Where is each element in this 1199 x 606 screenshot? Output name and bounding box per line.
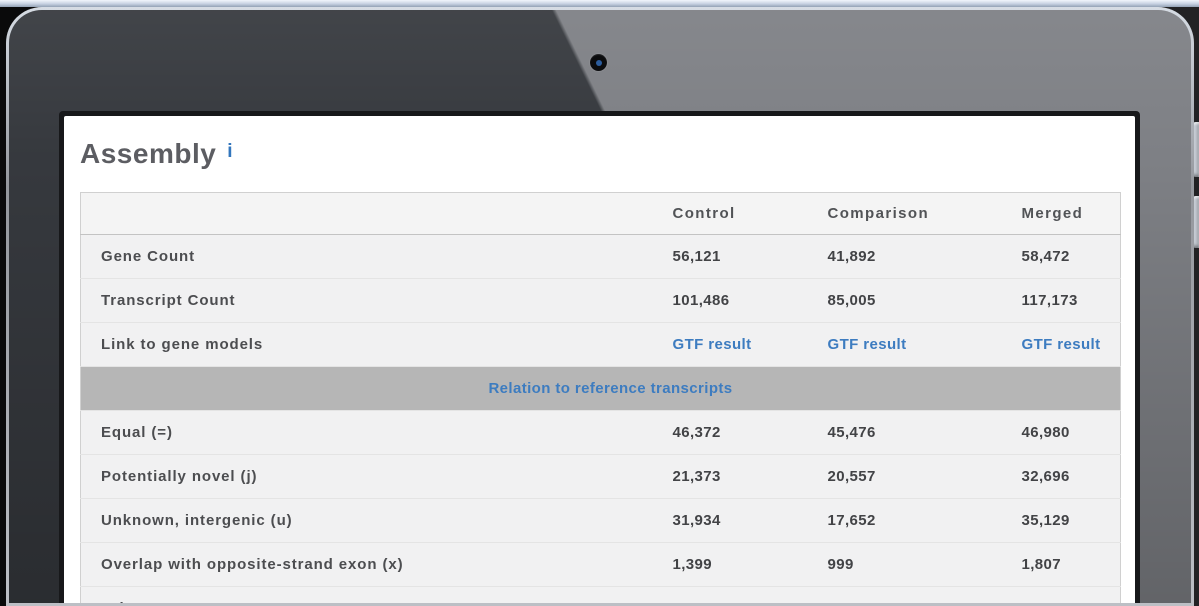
section-row: Relation to reference transcripts	[80, 366, 1121, 411]
cell-merged: GTF result	[1001, 322, 1121, 367]
cell-control: 101,486	[652, 278, 808, 323]
tablet-bezel: Assembly i Control Comparison Merged Gene	[9, 10, 1191, 603]
column-header-control: Control	[652, 192, 808, 235]
tablet-device: Assembly i Control Comparison Merged Gene	[6, 7, 1194, 606]
row-label: Unknown, intergenic (u)	[80, 498, 653, 543]
cell-control: 31,934	[652, 498, 808, 543]
table-row: Link to gene models GTF result GTF result G…	[80, 322, 1121, 367]
assembly-table-body: Gene Count 56,121 41,892 58,472 Transcript C…	[80, 234, 1121, 603]
table-row: Equal (=) 46,372 45,476 46,980	[80, 410, 1121, 455]
page-title-text: Assembly	[80, 138, 217, 169]
cell-control: 1,399	[652, 542, 808, 587]
cell-merged: 1,807	[1001, 542, 1121, 587]
gtf-result-link[interactable]: GTF result	[672, 336, 752, 353]
tablet-screen: Assembly i Control Comparison Merged Gene	[59, 111, 1140, 603]
column-header-comparison: Comparison	[807, 192, 1002, 235]
row-label: Gene Count	[80, 234, 653, 279]
column-header-label	[80, 192, 653, 235]
row-label: Potentially novel (j)	[80, 454, 653, 499]
row-label: Link to gene models	[80, 322, 653, 367]
tablet-side-button-bottom	[1192, 196, 1199, 248]
cell-comparison: 85,005	[807, 278, 1002, 323]
cell-merged: 117,173	[1001, 278, 1121, 323]
cell-control: 56,121	[652, 234, 808, 279]
section-header-cell: Relation to reference transcripts	[80, 366, 1121, 411]
table-row: Other408321561	[80, 586, 1121, 603]
cell-comparison: 999	[807, 542, 1002, 587]
row-label: Transcript Count	[80, 278, 653, 323]
assembly-table: Control Comparison Merged Gene Count 56,1…	[80, 192, 1121, 603]
table-row: Unknown, intergenic (u) 31,934 17,652 35,12…	[80, 498, 1121, 543]
cell-control: GTF result	[652, 322, 808, 367]
row-label: Equal (=)	[80, 410, 653, 455]
cell-comparison: 20,557	[807, 454, 1002, 499]
table-row: Transcript Count 101,486 85,005 117,173	[80, 278, 1121, 323]
cell-merged: 561	[1001, 586, 1121, 603]
gtf-result-link[interactable]: GTF result	[827, 336, 907, 353]
table-row: Gene Count 56,121 41,892 58,472	[80, 234, 1121, 279]
cell-control: 408	[652, 586, 808, 603]
cell-merged: 35,129	[1001, 498, 1121, 543]
cell-comparison: 45,476	[807, 410, 1002, 455]
cell-control: 21,373	[652, 454, 808, 499]
cell-merged: 32,696	[1001, 454, 1121, 499]
cell-control: 46,372	[652, 410, 808, 455]
cell-comparison: GTF result	[807, 322, 1002, 367]
row-label: Overlap with opposite-strand exon (x)	[80, 542, 653, 587]
page-title: Assembly i	[80, 138, 1119, 170]
cell-comparison: 321	[807, 586, 1002, 603]
gtf-result-link[interactable]: GTF result	[1021, 336, 1101, 353]
background-edge-strip	[0, 0, 1199, 7]
cell-merged: 58,472	[1001, 234, 1121, 279]
cell-comparison: 41,892	[807, 234, 1002, 279]
table-header-row: Control Comparison Merged	[80, 192, 1121, 235]
cell-comparison: 17,652	[807, 498, 1002, 543]
web-page: Assembly i Control Comparison Merged Gene	[64, 116, 1135, 603]
tablet-side-button-top	[1192, 122, 1199, 177]
info-icon[interactable]: i	[227, 141, 234, 162]
table-row: Potentially novel (j) 21,373 20,557 32,696	[80, 454, 1121, 499]
table-row: Overlap with opposite-strand exon (x) 1,3…	[80, 542, 1121, 587]
row-label: Other	[80, 586, 653, 603]
cell-merged: 46,980	[1001, 410, 1121, 455]
column-header-merged: Merged	[1001, 192, 1121, 235]
front-camera-icon	[590, 54, 607, 71]
